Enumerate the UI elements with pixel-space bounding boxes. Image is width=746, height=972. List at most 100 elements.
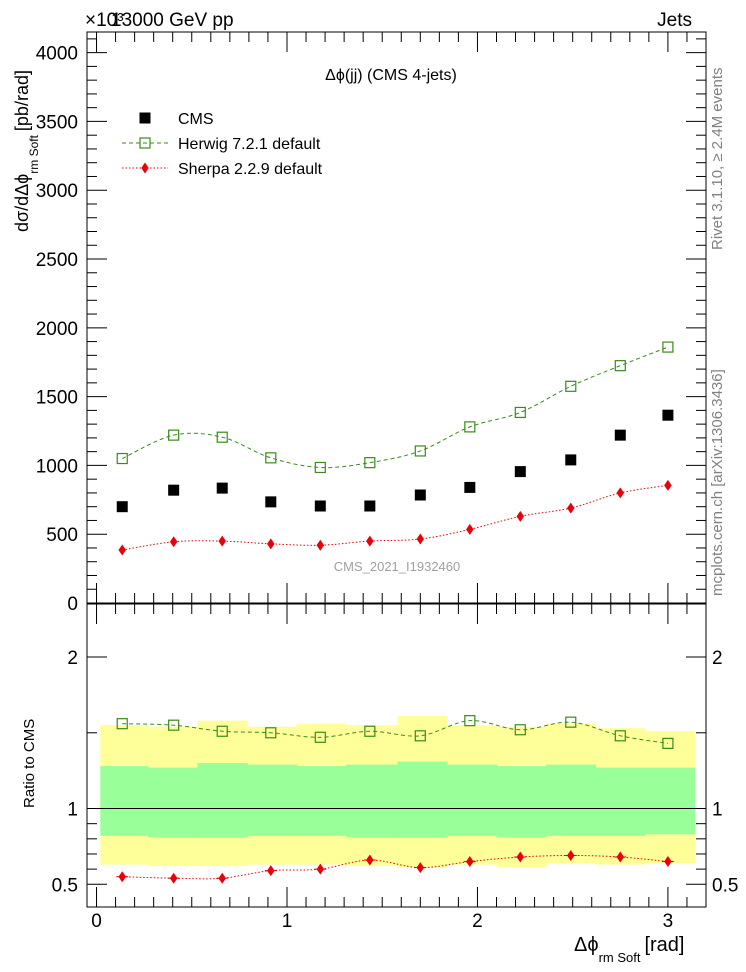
- y-tick-label: 2500: [36, 250, 78, 271]
- data-point-series-2: [416, 533, 425, 545]
- data-point-series-0: [216, 482, 228, 494]
- data-point-series-2: [567, 502, 575, 514]
- x-tick-label: 1: [282, 911, 293, 932]
- data-point-series-2: [516, 510, 525, 522]
- ratio-point-series-1: [416, 862, 425, 874]
- uncertainty-band-statistical: [446, 764, 497, 836]
- analysis-watermark: CMS_2021_I1932460: [334, 559, 461, 574]
- uncertainty-band-statistical: [397, 761, 448, 838]
- data-point-series-0: [565, 454, 577, 466]
- mcplots-label: mcplots.cern.ch [arXiv:1306.3436]: [709, 369, 726, 596]
- data-point-series-0: [168, 484, 180, 496]
- data-point-series-0: [265, 496, 277, 508]
- ratio-point-series-0: [116, 718, 128, 730]
- data-point-series-2: [616, 487, 625, 499]
- ratio-point-series-0: [464, 715, 476, 727]
- data-point-series-2: [267, 538, 275, 550]
- ratio-y-tick-label-right: 1: [712, 800, 723, 821]
- data-point-series-0: [464, 481, 476, 493]
- ratio-y-tick-label: 0.5: [52, 875, 78, 896]
- data-point-series-2: [664, 479, 672, 491]
- ratio-point-series-1: [316, 863, 325, 875]
- data-point-series-2: [218, 535, 226, 547]
- ratio-point-series-1: [169, 872, 178, 884]
- uncertainty-band-statistical: [296, 766, 347, 836]
- ratio-point-series-0: [364, 725, 376, 737]
- legend-entry: Herwig 7.2.1 default: [178, 136, 321, 153]
- x-axis-label-main: Δϕ: [574, 934, 599, 956]
- ratio-point-series-0: [414, 730, 426, 742]
- data-point-series-2: [466, 523, 474, 535]
- ratio-series-line-0: [122, 720, 668, 744]
- process-label: Jets: [657, 10, 692, 31]
- ratio-point-series-0: [614, 730, 626, 742]
- legend-marker: [141, 162, 149, 174]
- ratio-point-series-0: [168, 719, 180, 731]
- data-point-series-1: [314, 461, 326, 474]
- ratio-point-series-0: [514, 724, 526, 736]
- uncertainty-band-statistical: [595, 767, 646, 836]
- ratio-point-series-0: [265, 727, 277, 739]
- upper-frame: [86, 31, 707, 604]
- data-point-series-1: [168, 429, 180, 441]
- data-point-series-2: [366, 535, 374, 547]
- uncertainty-band-statistical: [346, 764, 398, 838]
- y-axis-label-upper: dσ/dΔϕrm Soft [pb/rad]: [12, 70, 41, 232]
- ratio-point-series-1: [218, 872, 226, 884]
- ratio-y-tick-label-right: 2: [712, 648, 723, 669]
- data-point-series-1: [265, 452, 277, 464]
- uncertainty-band-statistical: [100, 766, 149, 836]
- x-axis-label: Δϕrm Soft[rad]: [574, 934, 685, 965]
- data-point-series-2: [118, 544, 126, 556]
- uncertainty-band-statistical: [496, 766, 547, 838]
- data-point-series-0: [662, 409, 674, 421]
- legend-entry: CMS: [178, 111, 214, 128]
- ratio-point-series-1: [516, 851, 525, 863]
- data-point-series-1: [216, 431, 228, 443]
- x-tick-label: 2: [472, 911, 483, 932]
- ratio-point-series-0: [565, 716, 577, 728]
- data-point-series-2: [316, 539, 325, 551]
- x-axis-label-sub: rm Soft: [599, 950, 641, 965]
- uncertainty-band-statistical: [246, 764, 298, 836]
- ratio-panel: 0.5 0.5 1 1 2 2 0 1 2 3: [52, 603, 738, 932]
- y-tick-label: 4000: [36, 44, 78, 65]
- data-point-series-0: [414, 489, 426, 501]
- ratio-point-series-1: [567, 849, 575, 861]
- ratio-point-series-1: [616, 851, 625, 863]
- x-axis-label-unit: [rad]: [644, 934, 684, 956]
- ratio-point-series-1: [267, 865, 275, 877]
- y-tick-label: 3500: [36, 112, 78, 133]
- plot-title: Δϕ(jj) (CMS 4-jets): [325, 67, 457, 84]
- ratio-y-tick-label-right: 0.5: [712, 875, 738, 896]
- uncertainty-band-statistical: [147, 767, 198, 838]
- data-point-series-1: [116, 452, 128, 465]
- data-point-series-1: [614, 360, 626, 372]
- uncertainty-band-statistical: [197, 763, 248, 838]
- data-point-series-1: [662, 341, 674, 353]
- data-point-series-0: [116, 501, 128, 513]
- data-point-series-1: [464, 421, 476, 433]
- x-tick-label: 0: [91, 911, 102, 932]
- ratio-y-tick-label: 2: [67, 648, 78, 669]
- series-line-2: [122, 484, 668, 551]
- legend-entry: Sherpa 2.2.9 default: [178, 161, 323, 178]
- upper-panel: 0 500 1000 1500 2000 2500 3000 3500 4000: [36, 31, 707, 615]
- y-axis-label-unit: [pb/rad]: [12, 70, 32, 131]
- y-tick-label: 0: [67, 594, 78, 615]
- legend-marker: [139, 112, 151, 124]
- data-point-series-1: [364, 457, 376, 469]
- uncertainty-band-statistical: [645, 767, 696, 835]
- ratio-point-series-0: [662, 737, 674, 749]
- data-point-series-0: [364, 500, 376, 512]
- ratio-frame: [86, 603, 707, 908]
- energy-label: 13000 GeV pp: [111, 10, 234, 31]
- y-axis-label-main: dσ/dΔϕ: [12, 174, 32, 232]
- y-tick-label: 2000: [36, 319, 78, 340]
- y-tick-label: 1500: [36, 388, 78, 409]
- ratio-y-tick-label: 1: [67, 800, 78, 821]
- data-point-series-2: [169, 536, 178, 548]
- series-line-1: [122, 346, 669, 469]
- y-tick-label: 3000: [36, 181, 78, 202]
